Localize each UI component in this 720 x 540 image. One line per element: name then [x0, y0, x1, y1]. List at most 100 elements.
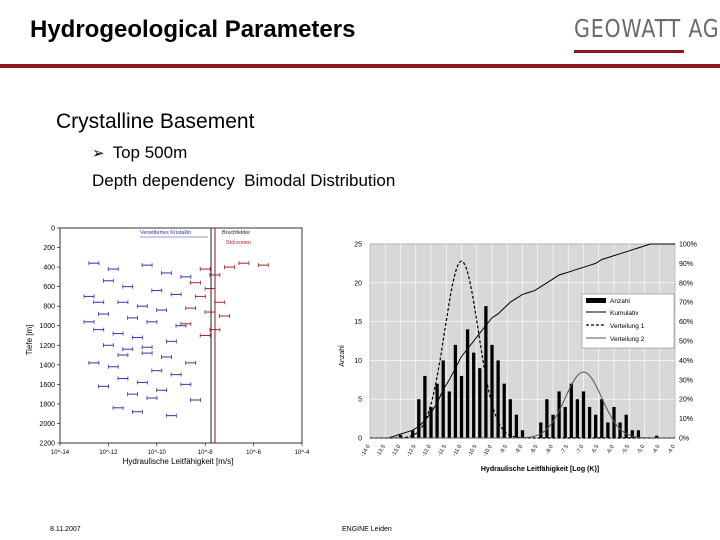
range-marker	[93, 300, 105, 305]
histogram-bar	[447, 391, 451, 438]
distribution-1-curve	[370, 260, 675, 439]
x-tick-label: -8.5	[530, 444, 540, 455]
y2-tick-label: 60%	[679, 319, 693, 326]
histogram-bar	[453, 344, 458, 438]
x-tick-label: -14.0	[360, 444, 371, 458]
y-tick-label: 1600	[39, 382, 55, 389]
y-tick-label: 1200	[39, 343, 55, 350]
histogram-bar	[429, 406, 433, 438]
range-marker	[117, 300, 129, 305]
arrow-bullet-icon: ➢	[92, 144, 105, 162]
histogram-bar	[411, 430, 415, 438]
range-marker	[83, 319, 95, 324]
y-axis-label: Anzahl	[339, 345, 346, 367]
y2-tick-label: 20%	[679, 397, 693, 404]
range-marker	[112, 331, 124, 336]
depth-scatter-chart: 0 200 400 600 800 1000 1200 1400 1600 1800 2000 220…	[25, 226, 310, 467]
histogram-bar	[502, 383, 506, 438]
y-tick-label: 5	[358, 397, 362, 404]
histogram-bar	[594, 414, 598, 438]
x-tick-label: -10.0	[482, 444, 493, 458]
x-tick-label: -12.0	[421, 444, 432, 458]
x-tick-label: -8.0	[545, 444, 555, 455]
histogram-bar	[520, 430, 525, 438]
range-marker	[127, 315, 138, 320]
histogram-bar	[478, 368, 482, 438]
range-marker	[107, 267, 119, 272]
histogram-bar	[563, 406, 567, 438]
range-marker	[132, 335, 143, 340]
histogram-bar	[539, 422, 543, 438]
range-marker	[93, 327, 105, 332]
x-tick-label: -13.0	[391, 444, 402, 458]
y2-tick-label: 100%	[679, 242, 697, 249]
histogram-bar	[472, 352, 476, 438]
legend-swatch-anzahl	[586, 298, 606, 303]
x-tick-label: -6.0	[606, 444, 616, 455]
x-tick-label: 10^-4	[295, 450, 310, 456]
range-marker	[88, 360, 100, 365]
histogram-bar	[569, 383, 573, 438]
range-marker	[190, 398, 201, 402]
x-tick-label: 10^-6	[246, 450, 261, 456]
annotation-verwittert: Verwittertes Kristallin	[140, 230, 191, 236]
y2-tick-label: 80%	[679, 280, 693, 287]
x-tick-label: -7.5	[560, 444, 570, 455]
y-tick-label: 1800	[39, 401, 55, 408]
range-marker	[132, 409, 143, 414]
range-marker	[219, 313, 230, 318]
y-tick-label: 10	[354, 358, 362, 365]
histogram-bar	[587, 406, 592, 438]
y2-tick-label: 40%	[679, 358, 693, 365]
logo-text: GEOWATT AG	[574, 14, 720, 43]
x-tick-label: -5.0	[636, 444, 646, 455]
range-marker	[136, 304, 148, 309]
histogram-bar	[508, 399, 512, 438]
y2-axis-ticks: 0% 10% 20% 30% 40% 50% 60% 70% 80% 90% 100%	[679, 242, 697, 443]
y2-tick-label: 70%	[679, 300, 693, 307]
range-marker	[199, 267, 211, 272]
x-tick-label: -11.0	[452, 444, 463, 458]
range-marker	[156, 388, 168, 393]
footer-org: ENGINE Leiden	[342, 526, 392, 533]
histogram-bar	[624, 414, 628, 438]
histogram-chart: 0 5 10 15 20 25 0% 10% 20% 30% 40% 50% 60% 70% 80% 90%…	[339, 242, 697, 474]
histogram-bar	[465, 329, 470, 438]
footer-date: 8.11.2007	[50, 526, 81, 533]
section-heading: Crystalline Basement	[56, 110, 255, 133]
range-marker	[223, 265, 235, 270]
y2-tick-label: 50%	[679, 339, 693, 346]
legend-verteilung2: Verteilung 2	[610, 336, 645, 343]
range-marker	[180, 274, 192, 279]
histogram-bar	[551, 414, 555, 438]
range-marker	[112, 405, 124, 410]
y-tick-label: 2200	[39, 441, 55, 448]
x-tick-label: -4.0	[667, 444, 677, 455]
range-marker	[180, 321, 192, 326]
range-marker	[170, 292, 182, 297]
x-tick-label: 10^-10	[148, 450, 167, 456]
histogram-bar	[655, 435, 659, 438]
histogram-bar	[612, 406, 616, 438]
range-marker	[141, 263, 153, 268]
histogram-bar	[581, 391, 586, 438]
range-marker	[98, 312, 109, 316]
histogram-bar	[490, 344, 494, 438]
histogram-bar	[575, 399, 580, 438]
range-marker	[190, 280, 201, 285]
legend: Anzahl Kumulativ Verteilung 1 Verteilung…	[581, 293, 675, 349]
histogram-bar	[441, 360, 445, 438]
y-axis-ticks: 0 200 400 600 800 1000 1200 1400 1600 1800 2000 220…	[39, 226, 60, 448]
range-marker	[199, 333, 211, 338]
range-marker	[107, 364, 119, 369]
y-tick-label: 1400	[39, 362, 55, 369]
annotation-bruchfelder: Bruchfelder	[222, 230, 250, 236]
x-tick-label: -4.5	[652, 444, 662, 455]
range-marker	[122, 284, 134, 289]
x-tick-label: -11.5	[437, 444, 448, 458]
subtitle-line: Depth dependency Bimodal Distribution	[92, 171, 396, 190]
histogram-bar	[484, 306, 488, 438]
range-marker	[185, 306, 197, 311]
histogram-bar	[606, 422, 610, 438]
histogram-bar	[618, 422, 622, 438]
